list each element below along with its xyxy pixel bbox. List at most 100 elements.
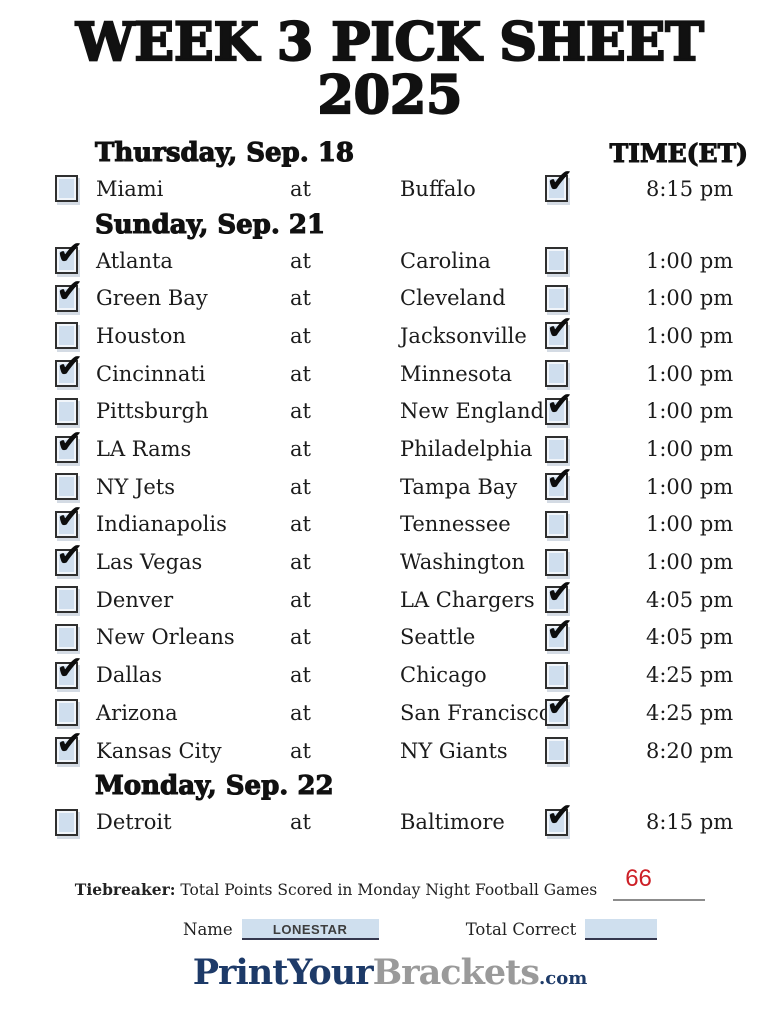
game-row: Miami at Buffalo ✔ 8:15 pm (0, 164, 780, 208)
home-team-checkbox[interactable]: ✔ (545, 164, 574, 203)
games-area: Thursday, Sep. 18 TIME(ET) Miami at Buff… (0, 136, 780, 841)
section-header-label: Sunday, Sep. 21 (94, 209, 326, 240)
at-label: at (290, 587, 311, 612)
away-team-label: NY Jets (96, 474, 175, 499)
away-team-checkbox[interactable] (55, 397, 78, 425)
checkmark-icon: ✔ (56, 647, 84, 687)
name-label: Name (183, 920, 233, 940)
at-label: at (290, 437, 311, 462)
away-team-checkbox[interactable] (55, 699, 78, 727)
away-team-checkbox[interactable] (55, 808, 78, 836)
game-time: 4:25 pm (646, 663, 734, 688)
away-team-checkbox[interactable] (55, 623, 78, 651)
game-row: NY Jets at Tampa Bay ✔ 1:00 pm (0, 462, 780, 506)
section-header: Thursday, Sep. 18 TIME(ET) (0, 136, 780, 170)
home-team-checkbox[interactable]: ✔ (545, 462, 574, 501)
home-team-checkbox[interactable] (545, 510, 568, 538)
game-row: ✔ Indianapolis at Tennessee 1:00 pm (0, 500, 780, 544)
home-team-checkbox[interactable] (545, 548, 568, 576)
home-team-label: Carolina (400, 248, 491, 273)
checkmark-icon: ✔ (56, 723, 84, 763)
tiebreaker-label-bold: Tiebreaker: (74, 880, 176, 900)
at-label: at (290, 512, 311, 537)
away-team-checkbox[interactable]: ✔ (55, 726, 84, 765)
home-team-label: Seattle (400, 625, 476, 650)
away-team-checkbox[interactable] (55, 586, 78, 614)
game-time: 1:00 pm (646, 474, 734, 499)
checkmark-icon: ✔ (56, 270, 84, 310)
home-team-checkbox[interactable] (545, 435, 568, 463)
home-team-checkbox[interactable] (545, 737, 568, 765)
away-team-checkbox[interactable] (55, 322, 78, 350)
home-team-checkbox[interactable]: ✔ (545, 798, 574, 836)
checkmark-icon: ✔ (546, 572, 574, 612)
away-team-checkbox[interactable]: ✔ (55, 500, 84, 538)
game-time: 1:00 pm (646, 437, 734, 462)
checkmark-icon: ✔ (546, 383, 574, 423)
at-label: at (290, 248, 311, 273)
away-team-label: Arizona (96, 700, 178, 725)
game-time: 4:25 pm (646, 700, 734, 725)
away-team-checkbox[interactable]: ✔ (55, 349, 84, 388)
away-team-checkbox[interactable] (55, 175, 78, 203)
home-team-checkbox[interactable]: ✔ (545, 613, 574, 651)
home-team-checkbox[interactable]: ✔ (545, 311, 574, 350)
home-team-checkbox[interactable]: ✔ (545, 575, 574, 614)
home-team-label: San Francisco (400, 700, 552, 725)
logo-printyour: PrintYour (192, 952, 374, 994)
game-time: 1:00 pm (646, 361, 734, 386)
total-correct-input[interactable] (585, 919, 658, 941)
away-team-label: Miami (96, 176, 164, 201)
game-row: ✔ Green Bay at Cleveland 1:00 pm (0, 274, 780, 317)
home-team-label: LA Chargers (400, 587, 535, 612)
home-team-checkbox[interactable]: ✔ (545, 688, 574, 727)
checkmark-icon: ✔ (546, 161, 574, 201)
game-time: 8:20 pm (646, 738, 734, 763)
home-team-checkbox[interactable]: ✔ (545, 387, 574, 425)
home-team-label: Tennessee (400, 512, 511, 537)
away-team-checkbox[interactable]: ✔ (55, 274, 84, 312)
game-row: Detroit at Baltimore ✔ 8:15 pm (0, 798, 780, 841)
at-label: at (290, 700, 311, 725)
tiebreaker-label-rest: Total Points Scored in Monday Night Foot… (175, 881, 598, 900)
home-team-checkbox[interactable] (545, 247, 568, 275)
away-team-checkbox[interactable]: ✔ (55, 236, 84, 275)
section-header: Monday, Sep. 22 (0, 769, 780, 803)
game-time: 8:15 pm (646, 810, 734, 835)
checkmark-icon: ✔ (546, 609, 574, 649)
checkmark-icon: ✔ (546, 459, 574, 499)
away-team-label: Dallas (96, 663, 163, 688)
away-team-checkbox[interactable]: ✔ (55, 425, 84, 463)
at-label: at (290, 286, 311, 311)
game-time: 1:00 pm (646, 399, 734, 424)
away-team-checkbox[interactable] (55, 473, 78, 501)
home-team-label: Cleveland (400, 286, 506, 311)
checkmark-icon: ✔ (56, 346, 84, 386)
home-team-checkbox[interactable] (545, 360, 568, 388)
logo-dotcom: .com (538, 968, 588, 990)
tiebreaker-answer-line[interactable]: 66 (613, 861, 706, 902)
game-time: 1:00 pm (646, 512, 734, 537)
home-team-checkbox[interactable] (545, 284, 568, 312)
section-header-label: Monday, Sep. 22 (94, 771, 334, 802)
game-row: Arizona at San Francisco ✔ 4:25 pm (0, 688, 780, 732)
home-team-checkbox[interactable] (545, 661, 568, 689)
section-header: Sunday, Sep. 21 (0, 208, 780, 242)
game-time: 1:00 pm (646, 286, 734, 311)
at-label: at (290, 625, 311, 650)
home-team-label: Jacksonville (400, 323, 527, 348)
away-team-checkbox[interactable]: ✔ (55, 651, 84, 689)
away-team-label: New Orleans (96, 625, 235, 650)
home-team-label: NY Giants (400, 738, 508, 763)
game-row: ✔ LA Rams at Philadelphia 1:00 pm (0, 425, 780, 468)
game-time: 1:00 pm (646, 323, 734, 348)
tiebreaker-value[interactable]: 66 (625, 865, 652, 893)
footer-fields-row: Name LONESTAR Total Correct (0, 919, 780, 941)
away-team-label: Green Bay (96, 286, 208, 311)
at-label: at (290, 550, 311, 575)
at-label: at (290, 810, 311, 835)
logo-brackets: Brackets (372, 952, 540, 994)
name-input[interactable]: LONESTAR (241, 919, 379, 941)
away-team-label: Atlanta (96, 248, 173, 273)
away-team-checkbox[interactable]: ✔ (55, 538, 84, 576)
